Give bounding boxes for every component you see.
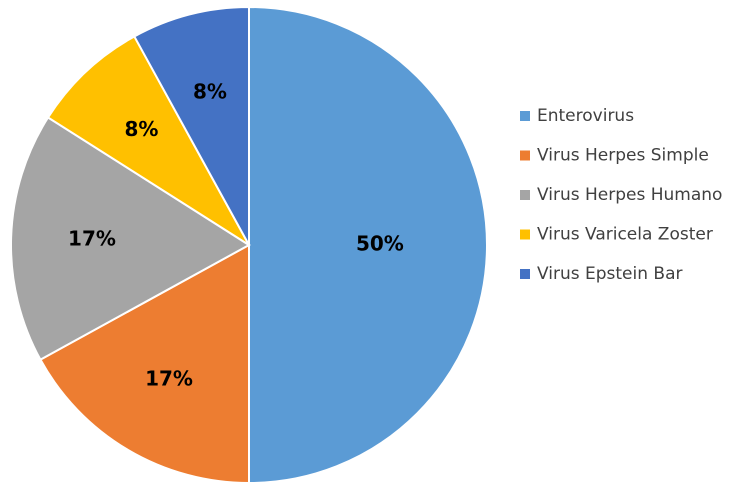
legend-label: Virus Herpes Simple <box>537 146 709 166</box>
legend-swatch <box>520 269 530 279</box>
pie-slice <box>248 5 488 485</box>
pie-slice <box>10 116 251 362</box>
data-label: 17% <box>145 367 193 391</box>
data-label: 50% <box>356 232 404 256</box>
data-label: 17% <box>68 227 116 251</box>
pie-slice <box>132 5 250 246</box>
legend-swatch <box>520 190 530 200</box>
data-label: 8% <box>193 79 227 103</box>
legend-swatch <box>520 111 530 121</box>
data-label: 8% <box>124 117 158 141</box>
legend-swatch <box>520 150 530 161</box>
legend-label: Enterovirus <box>537 106 634 126</box>
pie-slice <box>46 35 250 246</box>
pie-slice <box>39 243 250 485</box>
legend-label: Virus Varicela Zoster <box>537 225 713 245</box>
legend-label: Virus Epstein Bar <box>537 264 683 284</box>
legend-label: Virus Herpes Humano <box>537 185 722 205</box>
legend-swatch <box>520 229 530 240</box>
